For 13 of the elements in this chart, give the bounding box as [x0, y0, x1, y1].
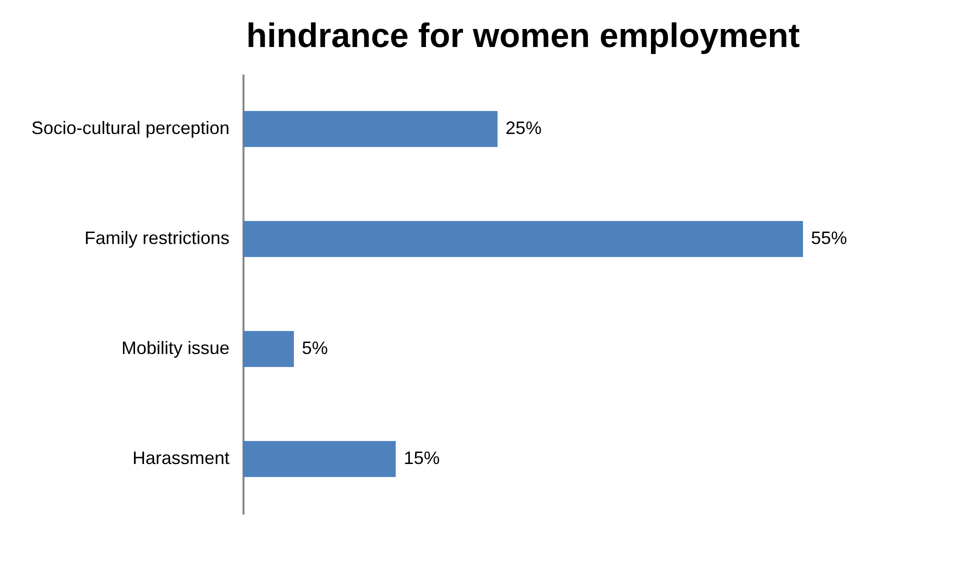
data-label: 25% — [506, 118, 542, 138]
data-label: 15% — [404, 448, 440, 468]
bar — [243, 441, 396, 477]
chart-title: hindrance for women employment — [246, 17, 800, 55]
bar — [243, 111, 498, 147]
data-label: 55% — [811, 228, 848, 248]
y-tick-label: Mobility issue — [121, 338, 230, 358]
bar — [243, 331, 294, 367]
bar — [243, 221, 803, 257]
y-tick-label: Socio-cultural perception — [31, 118, 230, 138]
data-label: 5% — [302, 338, 328, 358]
y-tick-label: Family restrictions — [84, 228, 230, 248]
y-tick-label: Harassment — [132, 448, 230, 468]
